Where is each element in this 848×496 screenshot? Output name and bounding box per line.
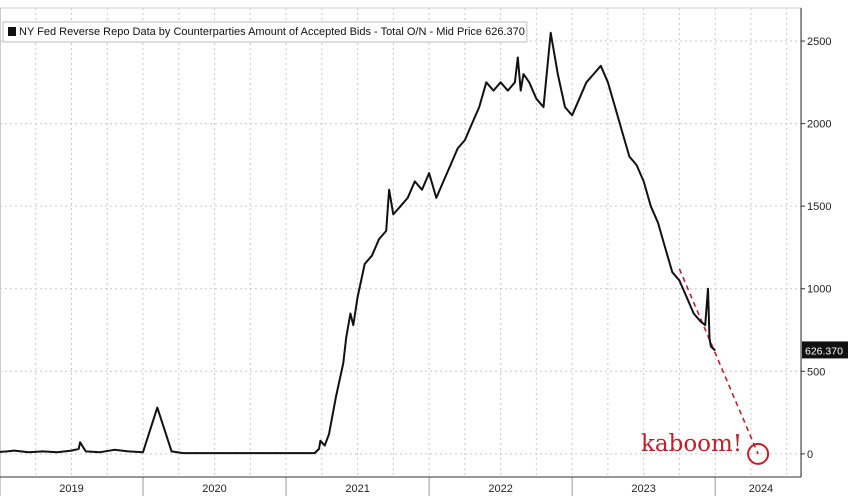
projection-layer: kaboom!	[641, 268, 770, 465]
y-tick-label: 0	[807, 449, 813, 461]
y-tick-label: 1500	[807, 201, 831, 213]
x-tick-label: 2021	[345, 483, 369, 495]
chart-title: NY Fed Reverse Repo Data by Counterparti…	[19, 26, 525, 38]
x-tick-label: 2020	[202, 483, 226, 495]
x-tick-label: 2022	[488, 483, 512, 495]
target-circle	[747, 442, 770, 465]
y-tick-label: 500	[807, 366, 825, 378]
last-value-label: 626.370	[805, 345, 843, 357]
series-line-reverse-repo	[0, 31, 716, 455]
axis-layer: 0 500 1000 1500 2000 2500 2019 2020 2021 2022 2023…	[0, 8, 831, 496]
last-value-badge	[802, 341, 848, 359]
grid-layer	[0, 7, 802, 478]
kaboom-annotation: kaboom!	[641, 431, 742, 457]
label-layer: 626.370	[802, 341, 848, 359]
x-tick-label: 2023	[631, 483, 655, 495]
x-tick-label: 2024	[749, 483, 773, 495]
y-tick-label: 2000	[807, 119, 831, 131]
projection-line	[678, 268, 759, 455]
plot-frame	[0, 7, 802, 478]
series-layer	[0, 31, 716, 455]
legend-box	[2, 21, 528, 43]
legend: NY Fed Reverse Repo Data by Counterparti…	[2, 21, 528, 43]
legend-swatch	[8, 27, 16, 36]
y-tick-label: 1000	[807, 284, 831, 296]
x-tick-label: 2019	[59, 483, 83, 495]
y-tick-label: 2500	[807, 36, 831, 48]
